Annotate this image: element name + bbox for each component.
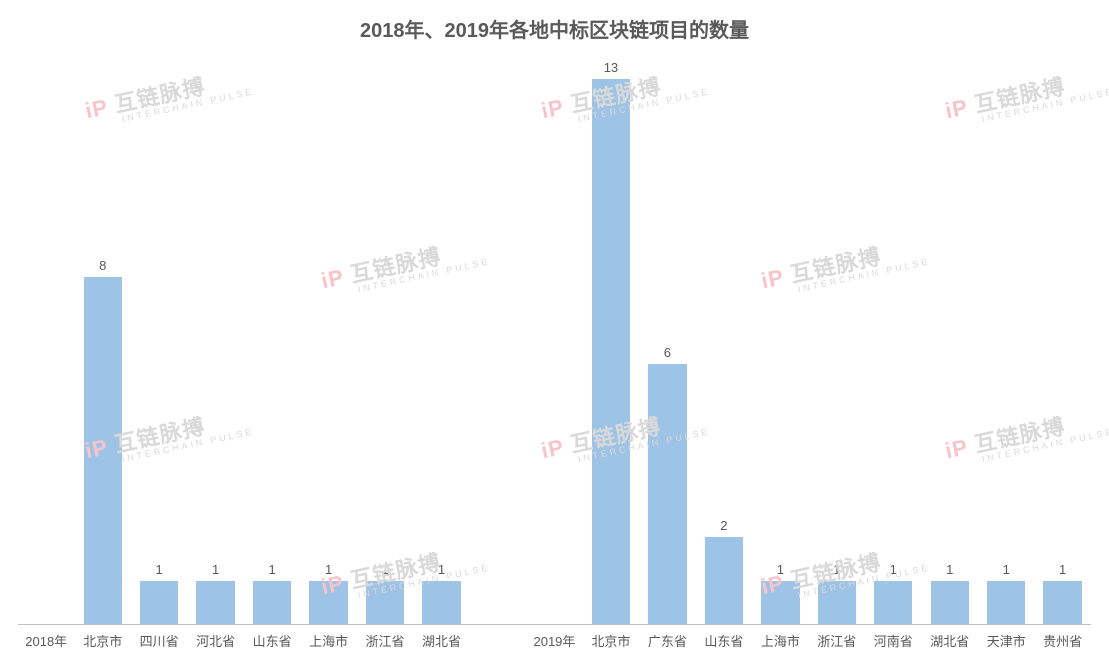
bar-slot: 8 <box>74 60 130 624</box>
bar-rect <box>592 79 630 624</box>
x-tick: 天津市 <box>978 625 1034 663</box>
bar-value-label: 1 <box>946 562 953 577</box>
x-tick-label: 贵州省 <box>1043 631 1082 650</box>
x-tick: 湖北省 <box>922 625 978 663</box>
bar-slot <box>18 60 74 624</box>
x-tick: 上海市 <box>300 625 356 663</box>
x-tick: 北京市 <box>74 625 130 663</box>
x-tick: 浙江省 <box>809 625 865 663</box>
x-tick-label: 2019年 <box>533 631 575 650</box>
bar-value-label: 1 <box>1059 562 1066 577</box>
bar-slot: 1 <box>357 60 413 624</box>
x-tick-label: 湖北省 <box>930 631 969 650</box>
x-tick-label: 广东省 <box>648 631 687 650</box>
x-tick: 贵州省 <box>1034 625 1090 663</box>
bar-rect <box>309 581 347 624</box>
bar-rect <box>196 581 234 624</box>
x-tick-label: 湖北省 <box>422 631 461 650</box>
x-tick: 四川省 <box>131 625 187 663</box>
bar-rect <box>761 581 799 624</box>
bar-value-label: 1 <box>156 562 163 577</box>
x-tick: 浙江省 <box>357 625 413 663</box>
bar-rect <box>874 581 912 624</box>
bar-slot <box>470 60 526 624</box>
x-tick: 2018年 <box>18 625 74 663</box>
x-tick: 河北省 <box>187 625 243 663</box>
bar-value-label: 13 <box>604 60 618 75</box>
x-tick-label: 2018年 <box>25 631 67 650</box>
bar-slot: 1 <box>300 60 356 624</box>
x-axis-labels: 2018年北京市四川省河北省山东省上海市浙江省湖北省2019年北京市广东省山东省… <box>18 625 1091 663</box>
x-tick-label: 北京市 <box>591 631 630 650</box>
x-tick: 上海市 <box>752 625 808 663</box>
bar-value-label: 1 <box>212 562 219 577</box>
bar-value-label: 1 <box>325 562 332 577</box>
x-tick-label: 上海市 <box>309 631 348 650</box>
bar-slot: 6 <box>639 60 695 624</box>
bar-slot: 2 <box>696 60 752 624</box>
bar-rect <box>140 581 178 624</box>
bar-slot: 1 <box>244 60 300 624</box>
bar-slot: 1 <box>752 60 808 624</box>
bar-value-label: 1 <box>381 562 388 577</box>
bar-slot: 13 <box>583 60 639 624</box>
bar-slot: 1 <box>1034 60 1090 624</box>
bar-value-label: 6 <box>664 345 671 360</box>
x-tick-label: 河北省 <box>196 631 235 650</box>
bar-slot: 1 <box>809 60 865 624</box>
bar-value-label: 1 <box>890 562 897 577</box>
bar-value-label: 2 <box>720 518 727 533</box>
x-tick: 湖北省 <box>413 625 469 663</box>
bar-rect <box>818 581 856 624</box>
bar-slot: 1 <box>865 60 921 624</box>
chart-title: 2018年、2019年各地中标区块链项目的数量 <box>0 0 1109 43</box>
x-tick: 北京市 <box>583 625 639 663</box>
bar-slot: 1 <box>131 60 187 624</box>
bar-rect <box>931 581 969 624</box>
x-tick-label: 四川省 <box>140 631 179 650</box>
bar-slot: 1 <box>187 60 243 624</box>
bar-value-label: 8 <box>99 258 106 273</box>
x-tick: 山东省 <box>696 625 752 663</box>
bar-rect <box>422 581 460 624</box>
x-tick: 山东省 <box>244 625 300 663</box>
bar-rect <box>366 581 404 624</box>
bar-slot: 1 <box>922 60 978 624</box>
x-tick-label: 河南省 <box>874 631 913 650</box>
bar-rect <box>84 277 122 624</box>
x-tick-label: 北京市 <box>83 631 122 650</box>
x-tick-label: 浙江省 <box>366 631 405 650</box>
x-tick-label: 浙江省 <box>817 631 856 650</box>
bar-value-label: 1 <box>268 562 275 577</box>
x-tick-label: 山东省 <box>704 631 743 650</box>
x-tick: 2019年 <box>526 625 582 663</box>
x-tick-label: 山东省 <box>253 631 292 650</box>
bar-slot <box>526 60 582 624</box>
x-tick-label: 上海市 <box>761 631 800 650</box>
x-tick: 广东省 <box>639 625 695 663</box>
bar-rect <box>648 364 686 624</box>
bar-value-label: 1 <box>438 562 445 577</box>
bar-rect <box>987 581 1025 624</box>
bar-slot: 1 <box>978 60 1034 624</box>
bar-value-label: 1 <box>777 562 784 577</box>
x-tick <box>470 625 526 663</box>
x-tick-label: 天津市 <box>987 631 1026 650</box>
bar-rect <box>1043 581 1081 624</box>
bar-value-label: 1 <box>1003 562 1010 577</box>
bar-rect <box>253 581 291 624</box>
bar-value-label: 1 <box>833 562 840 577</box>
x-tick: 河南省 <box>865 625 921 663</box>
bar-slot: 1 <box>413 60 469 624</box>
chart-plot-area: 8 1 1 1 1 1 1 13 6 2 1 1 1 1 1 1 <box>18 60 1091 625</box>
bar-rect <box>705 537 743 624</box>
